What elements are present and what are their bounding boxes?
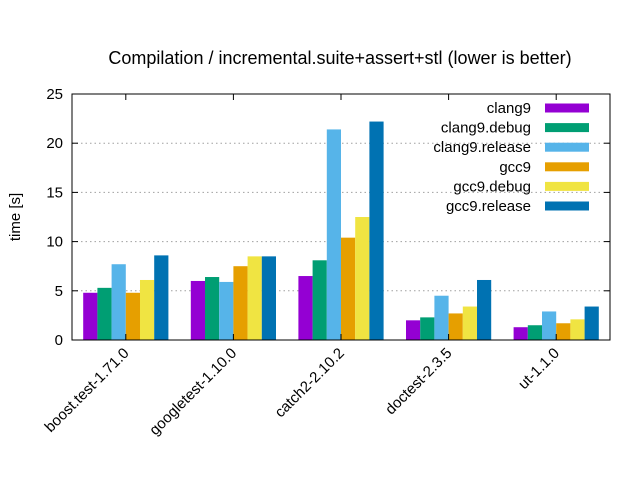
- bar: [298, 276, 313, 340]
- bar: [154, 255, 169, 340]
- bar: [477, 279, 492, 340]
- legend-swatch: [545, 103, 589, 113]
- bar: [140, 279, 155, 340]
- bar: [312, 260, 327, 340]
- legend-label: clang9.release: [433, 139, 531, 156]
- y-tick-label: 5: [55, 283, 63, 300]
- bar: [341, 237, 356, 340]
- bar: [406, 320, 421, 340]
- bar: [462, 306, 477, 340]
- bar: [261, 256, 276, 340]
- y-tick-label: 0: [55, 332, 63, 349]
- bar: [247, 256, 262, 340]
- y-tick-label: 10: [46, 234, 63, 251]
- x-tick-label: googletest-1.10.0: [146, 345, 240, 439]
- legend-label: clang9: [487, 100, 531, 117]
- plot-frame: [71, 93, 611, 341]
- bar: [527, 325, 542, 340]
- bar: [355, 217, 370, 340]
- y-tick-label: 25: [46, 86, 63, 103]
- legend-label: gcc9: [499, 159, 531, 176]
- legend-label: clang9.debug: [441, 120, 531, 137]
- legend-label: gcc9.release: [446, 198, 531, 215]
- legend-swatch: [545, 123, 589, 133]
- x-tick-label: doctest-2.3.5: [382, 345, 455, 418]
- legend-swatch: [545, 181, 589, 191]
- bar: [125, 292, 140, 340]
- legend-swatch: [545, 142, 589, 152]
- bar: [369, 121, 384, 340]
- bar: [205, 277, 220, 340]
- legend-label: gcc9.debug: [453, 178, 531, 195]
- legend-swatch: [545, 201, 589, 211]
- y-tick-label: 20: [46, 135, 63, 152]
- bar: [326, 129, 341, 340]
- chart-title: Compilation / incremental.suite+assert+s…: [108, 48, 571, 68]
- bar: [219, 281, 234, 340]
- bar: [556, 323, 571, 340]
- bar: [513, 327, 528, 340]
- bar: [97, 287, 112, 340]
- bar: [448, 313, 463, 340]
- bar: [584, 306, 599, 340]
- bar: [83, 292, 98, 340]
- bar: [420, 317, 435, 340]
- bar: [233, 266, 248, 340]
- legend: clang9 clang9.debug clang9.release gcc9 gcc9…: [433, 100, 589, 215]
- bar: [111, 264, 126, 340]
- x-tick-label: catch2-2.10.2: [272, 345, 348, 421]
- y-tick-label: 15: [46, 184, 63, 201]
- bar: [434, 295, 449, 340]
- y-axis-label: time [s]: [7, 193, 24, 241]
- x-tick-label: ut-1.1.0: [515, 345, 563, 393]
- bar: [190, 280, 205, 340]
- x-tick-label: boost.test-1.71.0: [42, 345, 133, 436]
- bars: [83, 121, 599, 340]
- bar: [542, 311, 557, 340]
- legend-swatch: [545, 162, 589, 172]
- bar: [570, 319, 585, 340]
